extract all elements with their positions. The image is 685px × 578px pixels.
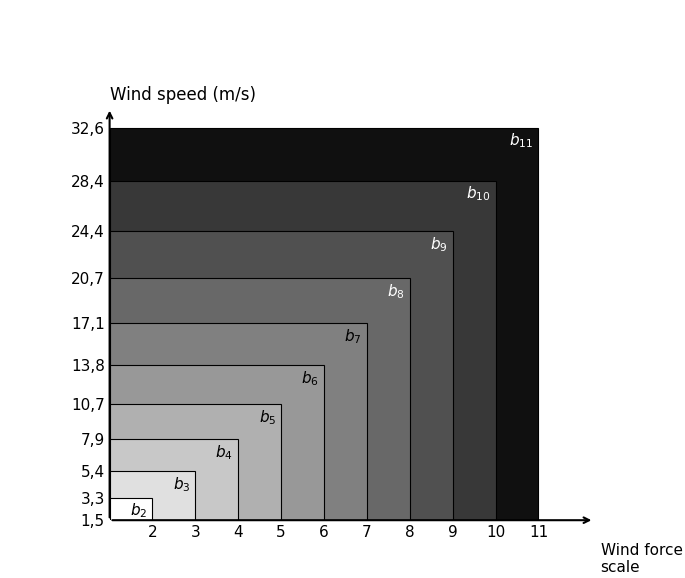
Text: $\mathit{b}_{11}$: $\mathit{b}_{11}$ bbox=[509, 132, 534, 150]
Text: $\mathit{b}_{3}$: $\mathit{b}_{3}$ bbox=[173, 475, 190, 494]
Text: $\mathit{b}_{9}$: $\mathit{b}_{9}$ bbox=[430, 235, 447, 254]
Text: $\mathit{b}_{5}$: $\mathit{b}_{5}$ bbox=[258, 408, 276, 427]
Text: $\mathit{b}_{8}$: $\mathit{b}_{8}$ bbox=[387, 282, 405, 301]
Bar bbox=[110, 278, 410, 520]
Bar bbox=[110, 181, 495, 520]
Bar bbox=[110, 471, 195, 520]
Bar bbox=[110, 404, 281, 520]
Text: $\mathit{b}_{2}$: $\mathit{b}_{2}$ bbox=[130, 501, 147, 520]
Text: Wind force
scale: Wind force scale bbox=[601, 543, 683, 575]
Bar bbox=[110, 365, 324, 520]
Bar bbox=[110, 231, 453, 520]
Text: $\mathit{b}_{4}$: $\mathit{b}_{4}$ bbox=[215, 443, 233, 462]
Text: $\mathit{b}_{10}$: $\mathit{b}_{10}$ bbox=[466, 185, 490, 203]
Bar bbox=[110, 128, 538, 520]
Bar bbox=[110, 498, 153, 520]
Text: Wind speed (m/s): Wind speed (m/s) bbox=[110, 86, 256, 104]
Text: $\mathit{b}_{7}$: $\mathit{b}_{7}$ bbox=[345, 327, 362, 346]
Text: $\mathit{b}_{6}$: $\mathit{b}_{6}$ bbox=[301, 369, 319, 388]
Bar bbox=[110, 439, 238, 520]
Bar bbox=[110, 324, 367, 520]
